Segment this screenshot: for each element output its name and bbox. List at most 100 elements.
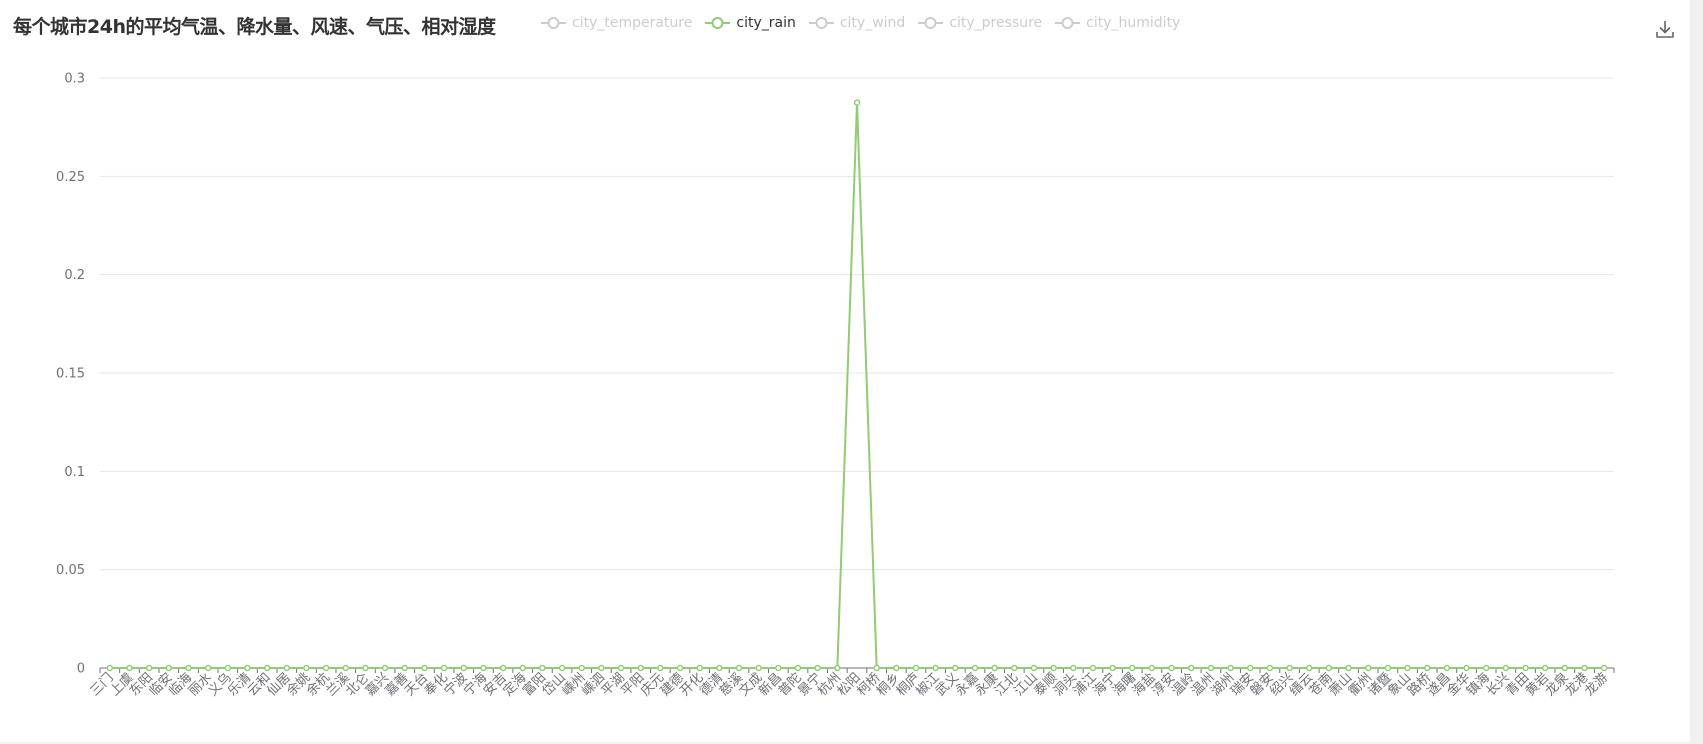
data-point[interactable] xyxy=(1364,664,1372,672)
data-point[interactable] xyxy=(460,664,468,672)
data-point[interactable] xyxy=(342,664,350,672)
data-point[interactable] xyxy=(1561,664,1569,672)
legend-label: city_rain xyxy=(736,15,796,31)
y-tick-label: 0 xyxy=(77,662,85,677)
legend-item-city-rain[interactable]: city_rain xyxy=(705,15,796,31)
data-point[interactable] xyxy=(1482,664,1490,672)
series-city_rain xyxy=(106,99,1608,672)
data-point[interactable] xyxy=(1266,664,1274,672)
data-point[interactable] xyxy=(1404,664,1411,672)
data-point[interactable] xyxy=(716,664,723,672)
y-tick-label: 0.2 xyxy=(64,268,85,283)
data-point[interactable] xyxy=(106,664,114,672)
window-scrollbar[interactable] xyxy=(1690,0,1703,744)
data-point[interactable] xyxy=(1011,664,1018,672)
data-point[interactable] xyxy=(1463,664,1470,672)
data-point[interactable] xyxy=(1384,664,1392,672)
data-point[interactable] xyxy=(893,664,900,672)
data-point[interactable] xyxy=(1227,664,1234,672)
data-point[interactable] xyxy=(932,664,939,672)
data-point[interactable] xyxy=(775,664,782,672)
data-point[interactable] xyxy=(539,664,546,672)
data-point[interactable] xyxy=(755,664,762,672)
data-point[interactable] xyxy=(794,664,802,672)
data-point[interactable] xyxy=(421,664,428,672)
y-tick-label: 0.05 xyxy=(56,563,85,578)
data-point[interactable] xyxy=(1089,664,1097,672)
data-point[interactable] xyxy=(519,664,526,672)
data-point[interactable] xyxy=(1188,664,1195,672)
data-point[interactable] xyxy=(598,664,605,672)
data-point[interactable] xyxy=(1502,664,1510,672)
legend-item-city-temperature[interactable]: city_temperature xyxy=(541,15,692,31)
data-point[interactable] xyxy=(185,664,192,672)
data-point[interactable] xyxy=(283,664,291,672)
data-point[interactable] xyxy=(322,664,330,672)
data-point[interactable] xyxy=(578,664,585,672)
data-point[interactable] xyxy=(1541,664,1549,672)
data-point[interactable] xyxy=(637,664,644,672)
data-point[interactable] xyxy=(912,664,920,672)
data-point[interactable] xyxy=(971,664,979,672)
data-point[interactable] xyxy=(696,664,703,672)
legend-item-city-humidity[interactable]: city_humidity xyxy=(1055,15,1180,31)
data-point[interactable] xyxy=(480,664,487,672)
data-point[interactable] xyxy=(1030,664,1038,672)
data-point[interactable] xyxy=(657,664,664,672)
data-point[interactable] xyxy=(165,664,173,672)
data-point[interactable] xyxy=(244,664,251,672)
legend-symbol xyxy=(705,17,731,29)
data-point[interactable] xyxy=(873,664,880,672)
data-point[interactable] xyxy=(1600,664,1608,672)
data-point[interactable] xyxy=(1423,664,1431,672)
data-point[interactable] xyxy=(1246,664,1254,672)
data-point[interactable] xyxy=(1148,664,1156,672)
series-line xyxy=(109,101,1605,669)
chart-legend: city_temperature city_rain city_wind cit… xyxy=(541,13,1193,33)
legend-symbol xyxy=(808,17,834,29)
data-point[interactable] xyxy=(1581,664,1588,672)
data-point[interactable] xyxy=(1286,664,1293,672)
data-point[interactable] xyxy=(1109,664,1116,672)
data-point[interactable] xyxy=(853,99,861,106)
data-point[interactable] xyxy=(617,664,625,672)
data-point[interactable] xyxy=(991,664,998,672)
data-point[interactable] xyxy=(1305,664,1313,672)
data-point[interactable] xyxy=(303,664,310,672)
legend-label: city_wind xyxy=(839,15,906,31)
data-point[interactable] xyxy=(1345,664,1352,672)
data-point[interactable] xyxy=(499,664,507,672)
legend-symbol xyxy=(918,17,944,29)
data-point[interactable] xyxy=(952,664,959,672)
legend-item-city-wind[interactable]: city_wind xyxy=(808,15,906,31)
data-point[interactable] xyxy=(362,664,369,672)
y-tick-label: 0.15 xyxy=(56,367,85,382)
data-point[interactable] xyxy=(1070,664,1077,672)
data-point[interactable] xyxy=(126,664,133,672)
data-point[interactable] xyxy=(814,664,821,672)
legend-symbol xyxy=(1055,17,1081,29)
data-point[interactable] xyxy=(834,664,841,672)
data-point[interactable] xyxy=(1050,664,1057,672)
data-point[interactable] xyxy=(1207,664,1215,672)
data-point[interactable] xyxy=(1325,664,1333,672)
data-point[interactable] xyxy=(440,664,448,672)
data-point[interactable] xyxy=(735,664,743,672)
x-tick-label: 龙游 xyxy=(1582,670,1611,699)
y-tick-label: 0.25 xyxy=(56,170,85,185)
data-point[interactable] xyxy=(1129,664,1136,672)
data-point[interactable] xyxy=(381,664,389,672)
data-point[interactable] xyxy=(676,664,684,672)
legend-item-city-pressure[interactable]: city_pressure xyxy=(918,15,1042,31)
download-icon[interactable] xyxy=(1654,18,1676,40)
data-point[interactable] xyxy=(1443,664,1451,672)
data-point[interactable] xyxy=(1168,664,1175,672)
data-point[interactable] xyxy=(1522,664,1529,672)
data-point[interactable] xyxy=(224,664,232,672)
data-point[interactable] xyxy=(204,664,212,672)
data-point[interactable] xyxy=(263,664,271,672)
data-point[interactable] xyxy=(558,664,566,672)
data-point[interactable] xyxy=(145,664,153,672)
data-point[interactable] xyxy=(401,664,409,672)
